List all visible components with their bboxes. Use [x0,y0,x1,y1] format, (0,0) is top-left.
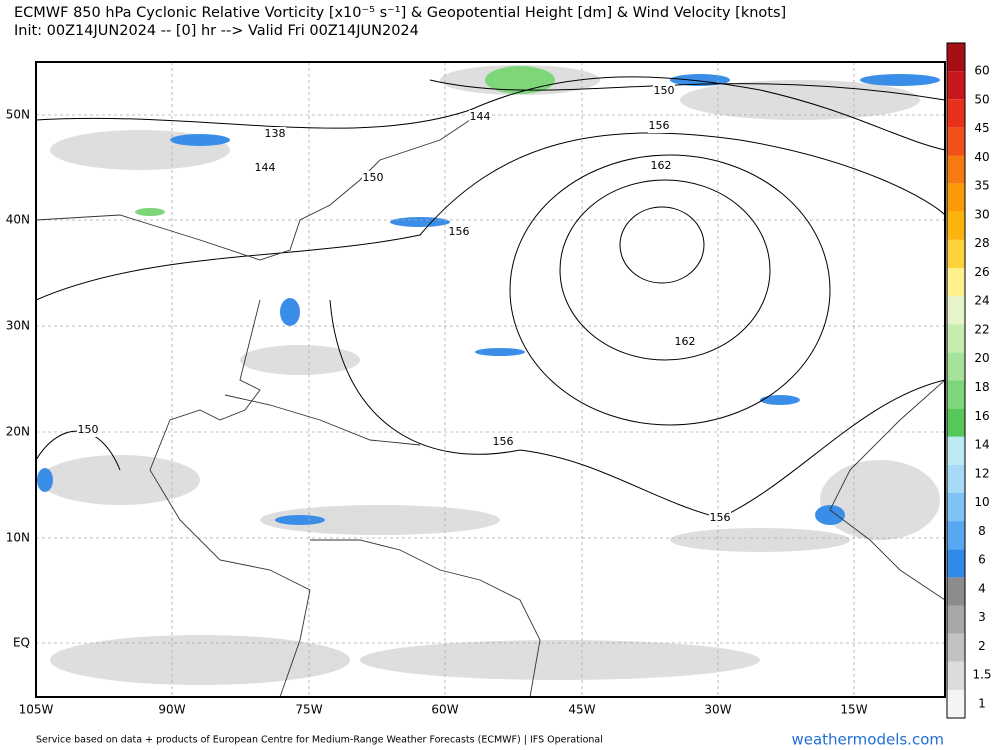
colorbar-label: 18 [974,380,989,394]
colorbar-segment [947,661,965,690]
colorbar-label: 12 [974,466,989,480]
colorbar-segment [947,211,965,240]
lon-label: 45W [568,703,595,717]
contour-label-bg [653,84,675,98]
colorbar-segment [947,689,965,718]
lat-label: 50N [6,108,30,122]
credit: Service based on data + products of Euro… [36,735,603,746]
colorbar-label: 2 [978,639,986,653]
colorbar-segment [947,633,965,662]
contour-label-bg [362,171,384,185]
colorbar-segment [947,155,965,184]
colorbar-label: 26 [974,265,989,279]
lon-label: 60W [431,703,458,717]
lat-label: 20N [6,425,30,439]
contour-label: 138 [265,127,286,140]
contour-label-bg [648,119,670,133]
colorbar-segment [947,380,965,409]
contour-label-bg [77,423,99,437]
lon-label: 30W [704,703,731,717]
contour-label: 150 [363,171,384,184]
lat-label: 30N [6,319,30,333]
colorbar-label: 8 [978,524,986,538]
contour-label: 156 [710,511,731,524]
colorbar-label: 10 [974,495,989,509]
colorbar-segment [947,605,965,634]
lon-label: 90W [158,703,185,717]
colorbar-label: 22 [974,322,989,336]
colorbar-label: 4 [978,581,986,595]
contour-label-bg [650,159,672,173]
colorbar-segment [947,521,965,550]
contour-label-bg [264,127,286,141]
contour-label-bg [674,335,696,349]
colorbar-label: 50 [974,92,989,106]
contour-label: 150 [78,423,99,436]
colorbar-label: 1.5 [972,668,991,682]
contour-label: 150 [654,84,675,97]
colorbar-label: 60 [974,64,989,78]
colorbar-segment [947,43,965,72]
contour-label-bg [492,435,514,449]
subtitle: Init: 00Z14JUN2024 -- [0] hr --> Valid F… [14,23,419,39]
map [35,61,946,698]
colorbar-segment [947,239,965,268]
colorbar-segment [947,464,965,493]
lon-label: 15W [840,703,867,717]
contour-label: 156 [493,435,514,448]
contour-label: 144 [255,161,276,174]
contour-label: 144 [470,110,491,123]
colorbar-label: 16 [974,409,989,423]
colorbar-segment [947,408,965,437]
colorbar-segment [947,436,965,465]
logo[interactable]: weathermodels.com [791,731,944,749]
contour-label: 162 [651,159,672,172]
contour-label-bg [469,110,491,124]
colorbar-segment [947,99,965,128]
colorbar-label: 28 [974,236,989,250]
lat-label: 10N [6,531,30,545]
colorbar-label: 35 [974,179,989,193]
colorbar-label: 3 [978,610,986,624]
contour-label-bg [254,161,276,175]
colorbar-segment [947,493,965,522]
colorbar-segment [947,577,965,606]
colorbar-frame [946,42,966,719]
contour-label-bg [448,225,470,239]
colorbar-segment [947,296,965,325]
lat-label: 40N [6,213,30,227]
colorbar-segment [947,352,965,381]
contour-label: 156 [449,225,470,238]
lon-label: 75W [295,703,322,717]
colorbar-segment [947,324,965,353]
colorbar-label: 6 [978,553,986,567]
colorbar-segment [947,268,965,297]
colorbar-segment [947,127,965,156]
colorbar-label: 1 [978,697,986,711]
colorbar-segment [947,71,965,100]
colorbar-label: 45 [974,121,989,135]
colorbar-label: 24 [974,294,989,308]
lat-label: EQ [13,636,30,650]
colorbar-segment [947,549,965,578]
colorbar-label: 30 [974,207,989,221]
colorbar-label: 40 [974,150,989,164]
lon-label: 105W [19,703,54,717]
colorbar-segment [947,183,965,212]
contour-label: 156 [649,119,670,132]
contour-label-bg [709,511,731,525]
colorbar-label: 20 [974,351,989,365]
colorbar-label: 14 [974,438,989,452]
title: ECMWF 850 hPa Cyclonic Relative Vorticit… [14,5,786,21]
contour-label: 162 [675,335,696,348]
